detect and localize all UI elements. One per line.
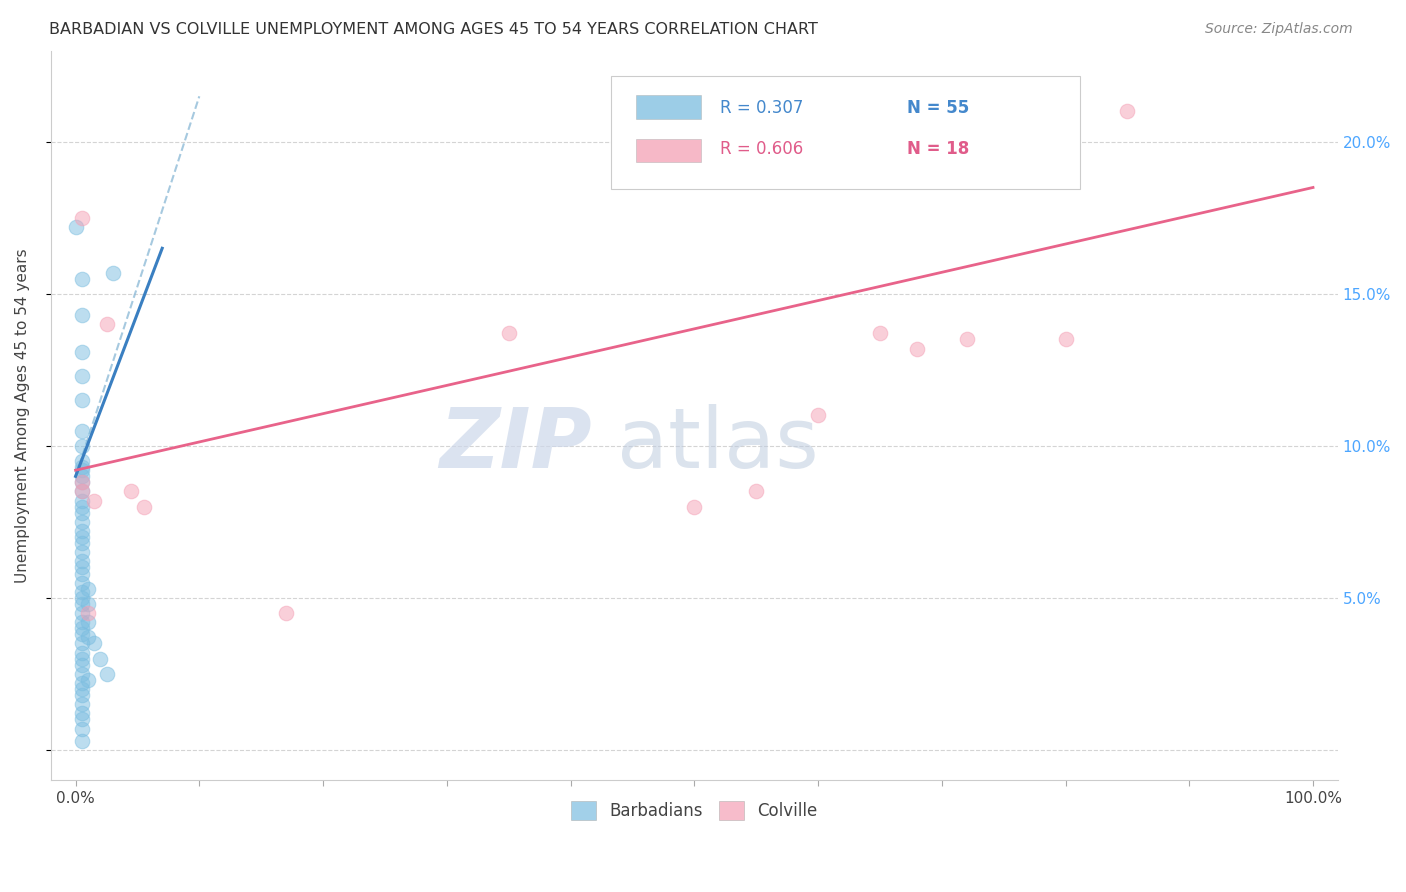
Point xyxy=(70,698,93,712)
Point xyxy=(70,271,93,285)
Point xyxy=(70,515,93,529)
Point xyxy=(70,722,93,736)
Point xyxy=(83,636,105,650)
Point xyxy=(70,651,93,665)
FancyBboxPatch shape xyxy=(610,76,1080,189)
Point xyxy=(77,615,100,630)
Point xyxy=(1054,333,1077,347)
Point xyxy=(905,342,928,356)
Point xyxy=(70,733,93,747)
Point xyxy=(745,484,768,499)
Point xyxy=(869,326,891,341)
Point xyxy=(70,469,93,483)
Point xyxy=(70,424,93,438)
Point xyxy=(70,713,93,727)
Point xyxy=(70,211,93,225)
Point xyxy=(498,326,520,341)
Y-axis label: Unemployment Among Ages 45 to 54 years: Unemployment Among Ages 45 to 54 years xyxy=(15,248,30,582)
Point xyxy=(70,575,93,590)
Point xyxy=(70,621,93,635)
Point xyxy=(70,706,93,721)
Point xyxy=(70,484,93,499)
Point xyxy=(70,493,93,508)
Text: N = 18: N = 18 xyxy=(907,140,969,158)
Point xyxy=(101,266,124,280)
Legend: Barbadians, Colville: Barbadians, Colville xyxy=(564,795,824,827)
Point xyxy=(70,545,93,559)
Point xyxy=(1116,104,1139,119)
Point xyxy=(70,524,93,538)
Point xyxy=(70,530,93,544)
Point xyxy=(77,673,100,687)
Point xyxy=(70,344,93,359)
Text: Source: ZipAtlas.com: Source: ZipAtlas.com xyxy=(1205,22,1353,37)
Point xyxy=(70,460,93,475)
Point xyxy=(70,646,93,660)
Point xyxy=(77,631,100,645)
Point xyxy=(96,666,118,681)
Point xyxy=(77,597,100,611)
Point xyxy=(70,682,93,697)
Point xyxy=(70,666,93,681)
Point xyxy=(683,500,706,514)
Text: atlas: atlas xyxy=(617,404,818,485)
Point xyxy=(70,676,93,690)
Point xyxy=(96,318,118,332)
Point xyxy=(77,606,100,620)
Point xyxy=(70,606,93,620)
Point xyxy=(70,475,93,490)
FancyBboxPatch shape xyxy=(637,139,700,162)
Point xyxy=(70,554,93,568)
Point xyxy=(65,219,87,234)
Point xyxy=(70,506,93,520)
Point xyxy=(70,454,93,468)
Point xyxy=(70,636,93,650)
Point xyxy=(274,606,297,620)
Point xyxy=(70,560,93,574)
Point xyxy=(70,584,93,599)
Point xyxy=(70,627,93,641)
Point xyxy=(70,475,93,490)
Point xyxy=(70,597,93,611)
Point xyxy=(70,566,93,581)
Point xyxy=(77,582,100,596)
Point xyxy=(807,409,830,423)
Text: R = 0.307: R = 0.307 xyxy=(720,99,803,118)
Point xyxy=(70,439,93,453)
Point xyxy=(70,308,93,322)
Point xyxy=(70,615,93,630)
Point xyxy=(132,500,155,514)
Text: N = 55: N = 55 xyxy=(907,99,969,118)
Point xyxy=(70,688,93,702)
FancyBboxPatch shape xyxy=(637,95,700,119)
Point xyxy=(70,500,93,514)
Point xyxy=(70,591,93,605)
Text: BARBADIAN VS COLVILLE UNEMPLOYMENT AMONG AGES 45 TO 54 YEARS CORRELATION CHART: BARBADIAN VS COLVILLE UNEMPLOYMENT AMONG… xyxy=(49,22,818,37)
Text: ZIP: ZIP xyxy=(439,404,592,485)
Point xyxy=(120,484,142,499)
Point xyxy=(89,651,111,665)
Text: R = 0.606: R = 0.606 xyxy=(720,140,803,158)
Point xyxy=(70,393,93,408)
Point xyxy=(70,536,93,550)
Point xyxy=(955,333,977,347)
Point xyxy=(70,368,93,383)
Point xyxy=(70,484,93,499)
Point xyxy=(70,463,93,477)
Point xyxy=(83,493,105,508)
Point xyxy=(70,657,93,672)
